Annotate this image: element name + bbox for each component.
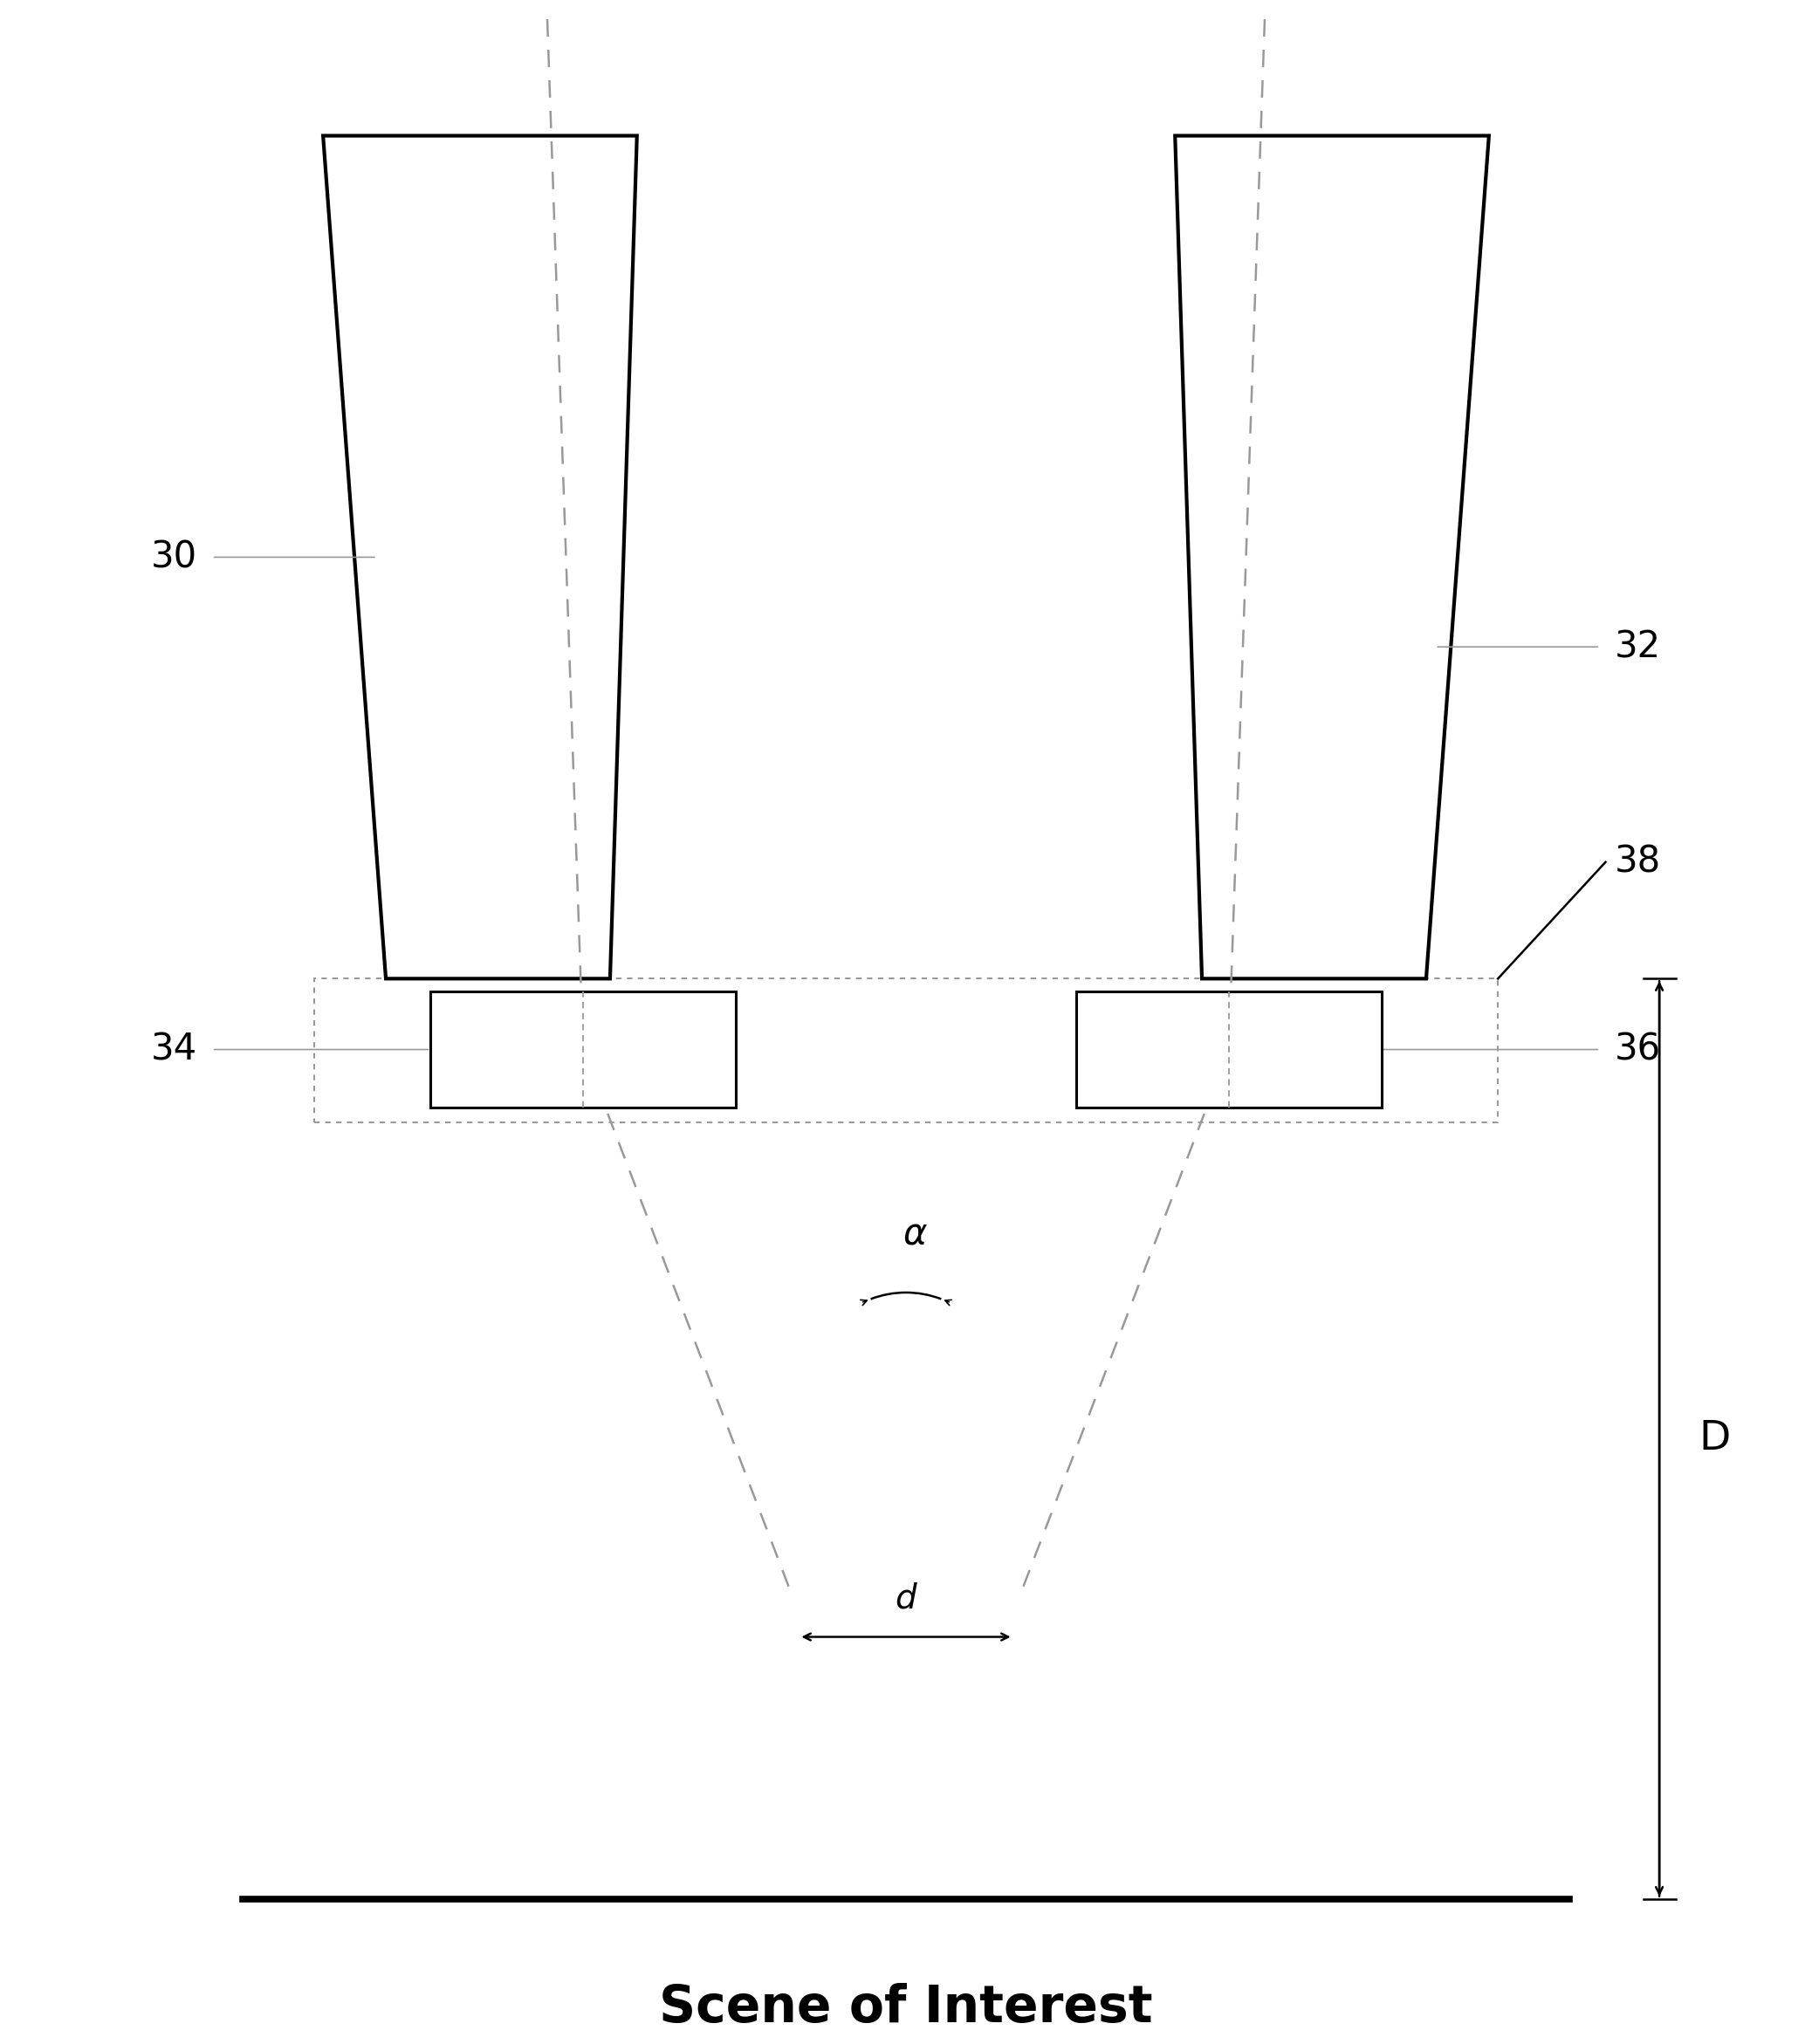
- Polygon shape: [323, 135, 638, 979]
- Bar: [1076, 991, 1381, 1108]
- Text: D: D: [1700, 1419, 1730, 1457]
- Text: 32: 32: [1614, 630, 1662, 664]
- Bar: [313, 979, 1499, 1122]
- Text: 30: 30: [150, 540, 198, 576]
- Text: Scene of Interest: Scene of Interest: [660, 1983, 1152, 2034]
- Text: 36: 36: [1614, 1030, 1662, 1067]
- Text: d: d: [895, 1582, 917, 1615]
- Text: α: α: [902, 1216, 928, 1253]
- Text: 34: 34: [150, 1030, 198, 1067]
- Text: 38: 38: [1614, 844, 1662, 881]
- Polygon shape: [1174, 135, 1489, 979]
- Bar: [431, 991, 736, 1108]
